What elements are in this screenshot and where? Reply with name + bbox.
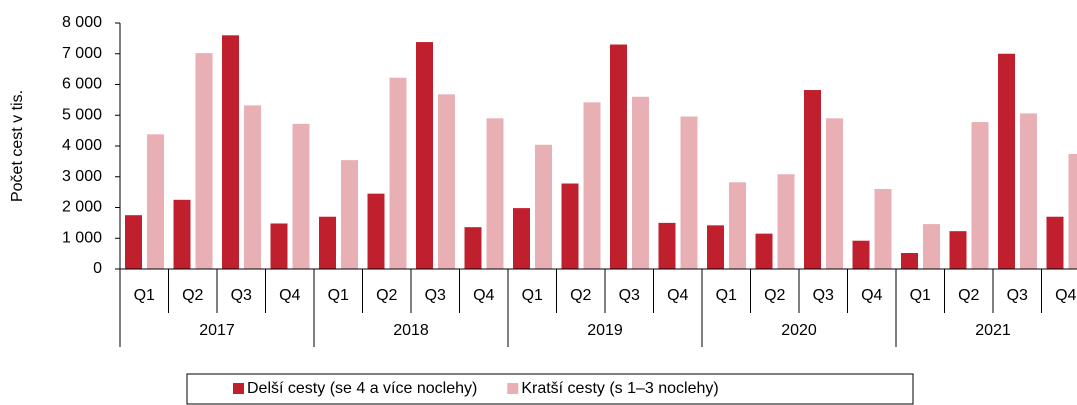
y-tick-label: 4 000 — [62, 137, 102, 154]
bar — [804, 90, 821, 269]
x-tick-label: Q2 — [570, 287, 591, 304]
bar — [438, 94, 455, 269]
bar — [147, 134, 164, 269]
bar — [367, 193, 385, 269]
bar — [852, 240, 870, 269]
legend-swatch — [507, 383, 519, 394]
bar — [464, 227, 482, 269]
legend-box — [186, 373, 914, 405]
x-tick-label: Q1 — [716, 287, 737, 304]
bar — [826, 118, 843, 269]
y-tick-label: 8 000 — [62, 14, 102, 31]
x-tick-label: Q2 — [764, 287, 785, 304]
bar — [1020, 113, 1037, 269]
bar — [125, 215, 142, 269]
bar — [680, 116, 698, 269]
bar — [270, 223, 288, 269]
group-label: 2021 — [975, 322, 1011, 339]
x-tick-label: Q4 — [667, 287, 688, 304]
bar — [319, 216, 336, 269]
bar — [513, 208, 530, 269]
group-label: 2017 — [199, 322, 235, 339]
x-tick-label: Q3 — [619, 287, 640, 304]
x-tick-label: Q3 — [231, 287, 252, 304]
x-tick-label: Q4 — [1055, 287, 1076, 304]
bar — [244, 105, 261, 269]
x-tick-label: Q2 — [376, 287, 397, 304]
bar — [292, 123, 310, 269]
bar — [416, 42, 433, 269]
x-tick-label: Q4 — [861, 287, 882, 304]
bar — [389, 77, 407, 269]
legend-swatch — [233, 383, 244, 394]
x-tick-label: Q3 — [1007, 287, 1028, 304]
bar — [341, 160, 358, 269]
x-tick-label: Q3 — [425, 287, 446, 304]
group-label: 2018 — [393, 322, 429, 339]
bar — [1046, 216, 1064, 269]
bar — [998, 53, 1015, 269]
bar — [173, 199, 191, 269]
x-tick-label: Q1 — [328, 287, 349, 304]
x-tick-label: Q1 — [522, 287, 543, 304]
bar — [583, 102, 601, 270]
bar — [195, 53, 213, 270]
bar — [755, 233, 773, 269]
bar — [610, 44, 627, 270]
x-tick-label: Q3 — [813, 287, 834, 304]
bar — [901, 253, 918, 269]
group-label: 2019 — [587, 322, 623, 339]
bar — [971, 122, 989, 269]
x-tick-label: Q1 — [134, 287, 155, 304]
bar — [561, 183, 579, 269]
y-tick-label: 5 000 — [62, 106, 102, 123]
y-tick-label: 1 000 — [62, 229, 102, 246]
x-tick-label: Q2 — [182, 287, 203, 304]
bar — [658, 222, 676, 269]
y-tick-label: 7 000 — [62, 45, 102, 62]
x-tick-label: Q2 — [958, 287, 979, 304]
bar — [1068, 153, 1077, 269]
bar — [486, 118, 504, 269]
y-tick-label: 3 000 — [62, 168, 102, 185]
bar — [632, 96, 649, 269]
bar — [222, 35, 239, 269]
bar — [949, 231, 967, 269]
y-tick-label: 2 000 — [62, 199, 102, 216]
x-tick-label: Q1 — [910, 287, 931, 304]
bar — [707, 225, 724, 269]
y-tick-label: 0 — [93, 260, 102, 277]
x-tick-label: Q4 — [473, 287, 494, 304]
bar — [874, 189, 892, 269]
x-tick-label: Q4 — [279, 287, 300, 304]
bar — [923, 224, 940, 269]
legend-label: Delší cesty (se 4 a více noclehy) — [247, 380, 477, 397]
y-tick-label: 6 000 — [62, 76, 102, 93]
group-label: 2020 — [781, 322, 817, 339]
bar — [729, 182, 746, 269]
y-axis-label: Počet cest v tis. — [9, 90, 26, 202]
bar — [535, 144, 552, 269]
legend-label: Kratší cesty (s 1–3 noclehy) — [521, 380, 718, 397]
bar — [777, 174, 795, 269]
